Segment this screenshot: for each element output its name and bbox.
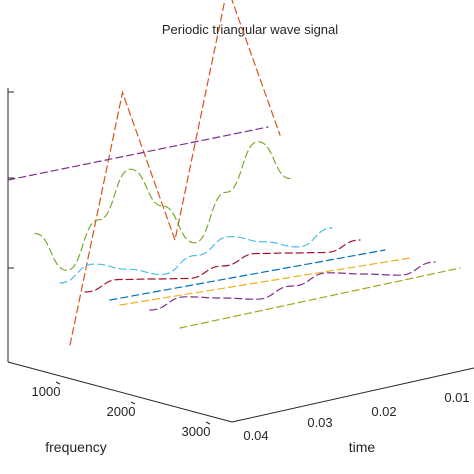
axes-layer: 1000 2000 3000 0.01 0.02 0.03 0.04 [7, 88, 474, 443]
series-line-9 [179, 267, 461, 329]
frequency-tick-0 [55, 381, 61, 385]
x-axis-label: time [349, 439, 376, 455]
time-axis-line [231, 367, 474, 423]
series-layer [7, 0, 461, 346]
y-axis-label: frequency [45, 439, 106, 455]
time-tick-label: 0.01 [444, 390, 469, 405]
frequency-axis-line [7, 361, 233, 423]
frequency-tick-label: 2000 [107, 404, 136, 419]
time-tick-label: 0.04 [243, 428, 268, 443]
time-tick-label: 0.02 [371, 404, 396, 419]
series-line-4 [59, 227, 333, 284]
series-line-6 [109, 249, 386, 301]
series-line-8 [149, 261, 436, 311]
frequency-tick-label: 3000 [182, 424, 211, 439]
series-line-2 [7, 126, 269, 181]
time-tick-label: 0.03 [307, 415, 332, 430]
frequency-tick-label: 1000 [32, 384, 61, 399]
series-line-3 [34, 141, 291, 271]
series-line-7 [119, 257, 411, 306]
chart-title: Periodic triangular wave signal [162, 22, 338, 37]
series-line-5 [84, 239, 361, 293]
frequency-tick-2 [205, 421, 211, 425]
frequency-tick-1 [130, 401, 136, 405]
series-line-1 [69, 0, 281, 346]
